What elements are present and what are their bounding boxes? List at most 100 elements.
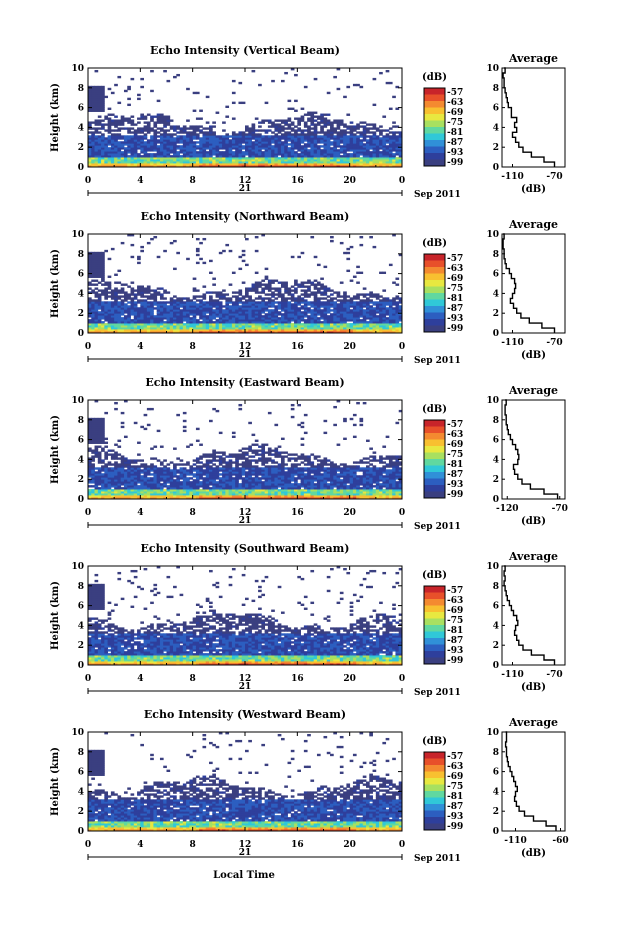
heatmap-cell	[320, 161, 324, 164]
heatmap-cell	[238, 157, 243, 160]
heatmap-cell	[101, 133, 105, 136]
heatmap-cell	[130, 149, 135, 152]
heatmap-cell	[222, 313, 226, 316]
heatmap-cell	[88, 319, 92, 322]
heatmap-cell	[163, 307, 167, 310]
heatmap-cell	[104, 149, 109, 152]
heatmap-cell	[195, 303, 200, 306]
heatmap-cell	[133, 137, 138, 140]
heatmap-cell	[241, 157, 246, 160]
heatmap-cell	[369, 151, 373, 154]
heatmap-cell	[307, 301, 311, 304]
heatmap-cell	[140, 299, 144, 302]
heatmap-cell	[166, 331, 171, 334]
heatmap-cell	[192, 145, 197, 148]
heatmap-cell	[336, 151, 341, 154]
heatmap-cell	[258, 139, 262, 142]
heatmap-cell	[186, 323, 190, 326]
heatmap-cell	[97, 315, 102, 318]
heatmap-cell	[280, 165, 285, 168]
heatmap-cell	[209, 141, 213, 144]
heatmap-cell	[150, 157, 154, 160]
heatmap-cell	[97, 259, 102, 263]
heatmap-cell	[91, 273, 95, 276]
heatmap-cell	[114, 153, 118, 156]
heatmap-cell	[182, 159, 187, 162]
heatmap-cell	[107, 107, 112, 110]
heatmap-cell	[349, 145, 354, 148]
heatmap-cell	[94, 155, 99, 158]
heatmap-cell	[392, 137, 396, 140]
heatmap-cell	[287, 301, 292, 304]
heatmap-cell	[326, 123, 331, 126]
heatmap-cell	[182, 153, 187, 156]
heatmap-cell	[316, 159, 321, 162]
heatmap-cell	[352, 125, 357, 128]
heatmap-cell	[398, 157, 403, 160]
heatmap-cell	[326, 133, 331, 136]
heatmap-cell	[97, 311, 102, 314]
heatmap-cell	[215, 315, 220, 318]
heatmap-cell	[359, 131, 364, 134]
heatmap-cell	[290, 149, 295, 152]
heatmap-cell	[199, 329, 203, 332]
heatmap-cell	[88, 281, 92, 284]
heatmap-cell	[88, 301, 92, 304]
heatmap-cell	[388, 159, 393, 162]
heatmap-cell	[120, 301, 125, 304]
heatmap-cell	[117, 149, 122, 152]
heatmap-cell	[294, 109, 298, 112]
heatmap-cell	[146, 139, 151, 142]
heatmap-cell	[192, 143, 197, 146]
heatmap-cell	[274, 163, 279, 166]
heatmap-cell	[385, 129, 390, 132]
heatmap-cell	[330, 239, 334, 243]
heatmap-cell	[97, 153, 102, 156]
heatmap-cell	[297, 283, 301, 286]
heatmap-cell	[209, 149, 213, 152]
heatmap-cell	[107, 153, 112, 156]
heatmap-cell	[130, 243, 135, 247]
heatmap-cell	[330, 165, 334, 168]
heatmap-cell	[159, 483, 164, 486]
heatmap-cell	[277, 123, 282, 126]
heatmap-cell	[395, 161, 400, 164]
heatmap-cell	[186, 299, 190, 302]
heatmap-cell	[94, 69, 99, 73]
heatmap-cell	[303, 155, 308, 158]
heatmap-cell	[218, 295, 223, 298]
heatmap-cell	[130, 161, 135, 164]
heatmap-cell	[215, 309, 220, 312]
heatmap-cell	[110, 323, 115, 326]
heatmap-cell	[205, 139, 210, 142]
heatmap-cell	[277, 127, 282, 130]
heatmap-cell	[117, 101, 122, 105]
heatmap-cell	[120, 421, 125, 425]
heatmap-cell	[117, 159, 122, 162]
heatmap-cell	[277, 317, 282, 320]
heatmap-cell	[267, 119, 272, 122]
heatmap-cell	[333, 75, 337, 79]
heatmap-cell	[261, 153, 266, 156]
heatmap-cell	[173, 463, 177, 466]
heatmap-cell	[146, 317, 151, 320]
heatmap-cell	[264, 275, 269, 278]
heatmap-cell	[251, 163, 256, 166]
heatmap-cell	[352, 129, 357, 132]
heatmap-cell	[225, 311, 230, 314]
heatmap-cell	[313, 283, 318, 286]
heatmap-cell	[88, 93, 92, 97]
heatmap-cell	[238, 299, 243, 302]
heatmap-cell	[326, 119, 331, 122]
heatmap-cell	[153, 319, 158, 322]
heatmap-cell	[127, 309, 131, 312]
heatmap-cell	[150, 139, 154, 142]
heatmap-cell	[123, 153, 128, 156]
heatmap-cell	[110, 311, 115, 314]
heatmap-cell	[88, 325, 92, 328]
colorbar-tick-label: -63	[447, 98, 463, 108]
heatmap-cell	[107, 449, 112, 452]
heatmap-cell	[117, 309, 122, 312]
heatmap-cell	[297, 159, 301, 162]
heatmap-cell	[88, 447, 92, 450]
